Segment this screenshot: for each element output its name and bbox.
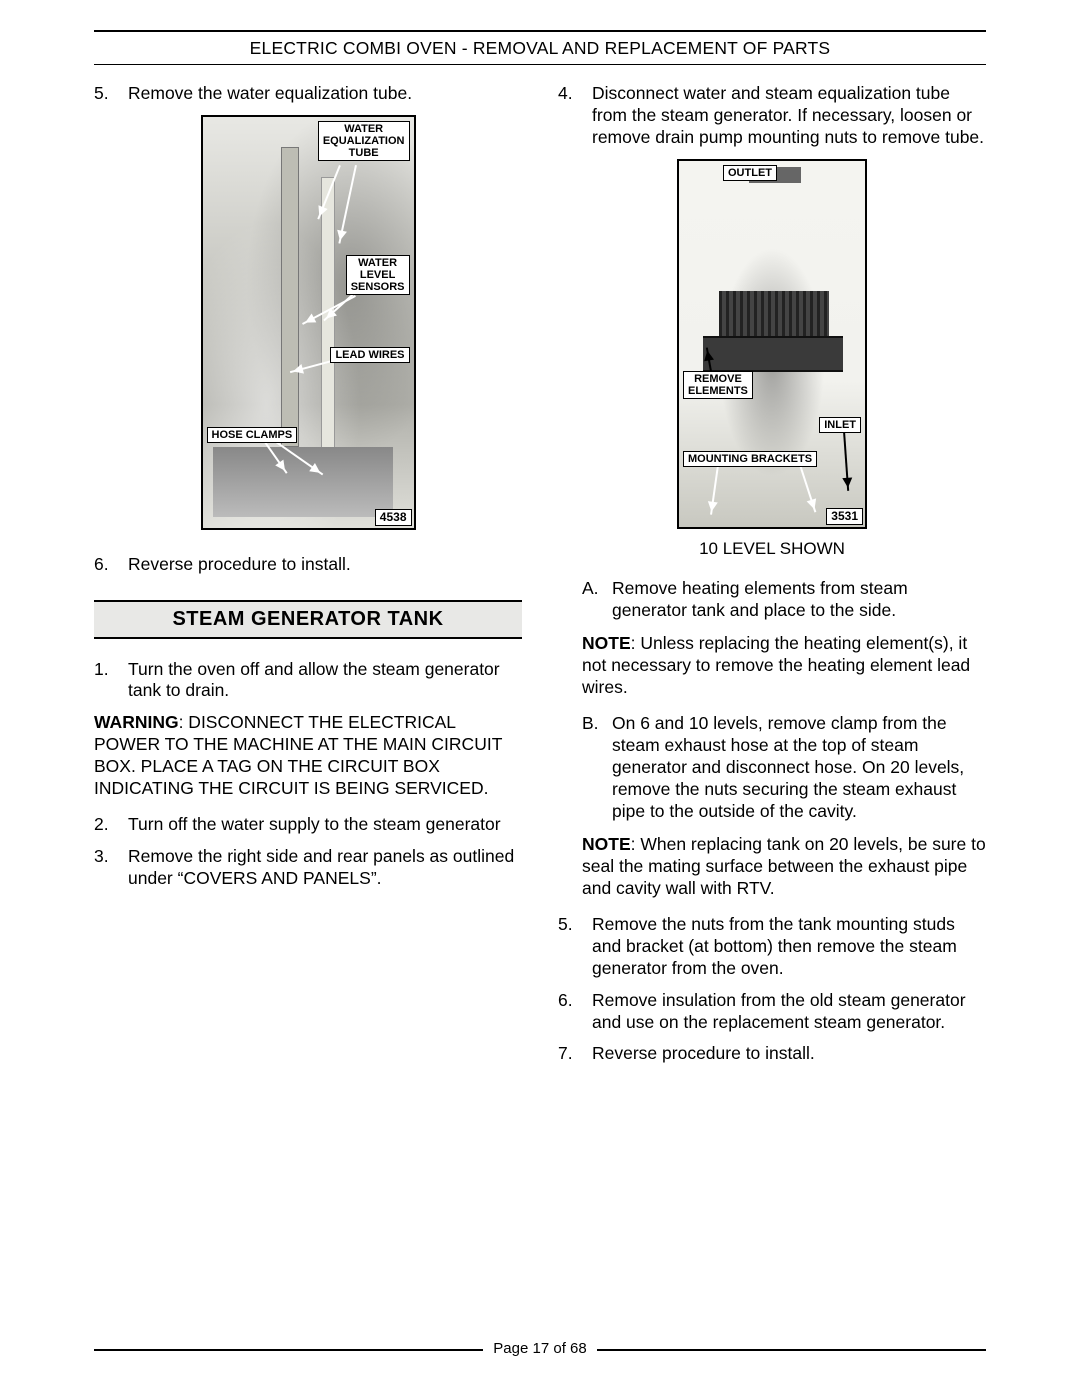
substep-text: Remove heating elements from steam gener…: [612, 578, 986, 622]
step-text: Reverse procedure to install.: [128, 554, 522, 576]
sg-step-2: 2. Turn off the water supply to the stea…: [94, 814, 522, 836]
note-2: NOTE: When replacing tank on 20 levels, …: [558, 834, 986, 900]
content-columns: 5. Remove the water equalization tube. W…: [94, 83, 986, 1075]
left-steps-top: 5. Remove the water equalization tube.: [94, 83, 522, 105]
figure-2-wrap: OUTLET REMOVE ELEMENTS INLET MOUNTING BR…: [558, 159, 986, 560]
note-label: NOTE: [582, 633, 631, 653]
label-water-eq-tube: WATER EQUALIZATION TUBE: [318, 121, 410, 161]
left-column: 5. Remove the water equalization tube. W…: [94, 83, 522, 1075]
warning-label: WARNING: [94, 712, 179, 732]
step-text: Remove insulation from the old steam gen…: [592, 990, 986, 1034]
sg-steps: 1. Turn the oven off and allow the steam…: [94, 659, 522, 703]
substep-number: B.: [582, 713, 612, 822]
step-text: Disconnect water and steam equalization …: [592, 83, 986, 149]
label-outlet: OUTLET: [723, 165, 777, 181]
right-column: 4. Disconnect water and steam equalizati…: [558, 83, 986, 1075]
step-number: 5.: [558, 914, 592, 980]
step-7r: 7. Reverse procedure to install.: [558, 1043, 986, 1065]
label-mounting-brackets: MOUNTING BRACKETS: [683, 451, 817, 467]
step-5r: 5. Remove the nuts from the tank mountin…: [558, 914, 986, 980]
substep-number: A.: [582, 578, 612, 622]
label-lead-wires: LEAD WIRES: [330, 347, 409, 363]
note-label: NOTE: [582, 834, 631, 854]
figure-3531: OUTLET REMOVE ELEMENTS INLET MOUNTING BR…: [677, 159, 867, 529]
step-text: Turn off the water supply to the steam g…: [128, 814, 522, 836]
header-rule-top: [94, 30, 986, 32]
step-number: 1.: [94, 659, 128, 703]
footer: Page 17 of 68: [94, 1340, 986, 1359]
figure-number: 4538: [375, 509, 412, 526]
figure-4538: WATER EQUALIZATION TUBE WATER LEVEL SENS…: [201, 115, 416, 530]
step-number: 6.: [94, 554, 128, 576]
sg-steps-cont: 2. Turn off the water supply to the stea…: [94, 814, 522, 890]
step-6: 6. Reverse procedure to install.: [94, 554, 522, 576]
sg-step-1: 1. Turn the oven off and allow the steam…: [94, 659, 522, 703]
label-remove-elements: REMOVE ELEMENTS: [683, 371, 753, 399]
step-number: 6.: [558, 990, 592, 1034]
right-step-4: 4. Disconnect water and steam equalizati…: [558, 83, 986, 149]
step-text: Remove the nuts from the tank mounting s…: [592, 914, 986, 980]
footer-rule-right: [597, 1349, 986, 1351]
photo-shape: [703, 336, 843, 372]
note-1: NOTE: Unless replacing the heating eleme…: [558, 633, 986, 699]
step-number: 3.: [94, 846, 128, 890]
figure-number: 3531: [826, 508, 863, 525]
step-text: Remove the water equalization tube.: [128, 83, 522, 105]
label-hose-clamps: HOSE CLAMPS: [207, 427, 298, 443]
photo-shape: [719, 291, 829, 336]
substep-B: B. On 6 and 10 levels, remove clamp from…: [582, 713, 986, 822]
step-text: Turn the oven off and allow the steam ge…: [128, 659, 522, 703]
section-heading: STEAM GENERATOR TANK: [94, 600, 522, 639]
step-text: Reverse procedure to install.: [592, 1043, 986, 1065]
note-text: : Unless replacing the heating element(s…: [582, 633, 970, 697]
step-number: 4.: [558, 83, 592, 149]
step-4: 4. Disconnect water and steam equalizati…: [558, 83, 986, 149]
note-text: : When replacing tank on 20 levels, be s…: [582, 834, 986, 898]
substep-text: On 6 and 10 levels, remove clamp from th…: [612, 713, 986, 822]
step-number: 7.: [558, 1043, 592, 1065]
step-text: Remove the right side and rear panels as…: [128, 846, 522, 890]
substeps-B: B. On 6 and 10 levels, remove clamp from…: [558, 713, 986, 822]
figure-caption: 10 LEVEL SHOWN: [558, 538, 986, 559]
page: ELECTRIC COMBI OVEN - REMOVAL AND REPLAC…: [0, 0, 1080, 1397]
step-6r: 6. Remove insulation from the old steam …: [558, 990, 986, 1034]
figure-1-wrap: WATER EQUALIZATION TUBE WATER LEVEL SENS…: [94, 115, 522, 536]
label-water-level-sensors: WATER LEVEL SENSORS: [346, 255, 410, 295]
photo-shape: [281, 147, 299, 447]
left-steps-bottom: 6. Reverse procedure to install.: [94, 554, 522, 576]
footer-rule-left: [94, 1349, 483, 1351]
substeps: A. Remove heating elements from steam ge…: [558, 578, 986, 622]
label-inlet: INLET: [819, 417, 861, 433]
right-steps-5-7: 5. Remove the nuts from the tank mountin…: [558, 914, 986, 1065]
warning-paragraph: WARNING: DISCONNECT THE ELECTRICAL POWER…: [94, 712, 522, 800]
header-title: ELECTRIC COMBI OVEN - REMOVAL AND REPLAC…: [94, 34, 986, 64]
header-rule-bottom: [94, 64, 986, 65]
sg-step-3: 3. Remove the right side and rear panels…: [94, 846, 522, 890]
substep-A: A. Remove heating elements from steam ge…: [582, 578, 986, 622]
step-5: 5. Remove the water equalization tube.: [94, 83, 522, 105]
photo-shape: [213, 447, 393, 517]
step-number: 2.: [94, 814, 128, 836]
step-number: 5.: [94, 83, 128, 105]
page-number: Page 17 of 68: [493, 1340, 586, 1359]
